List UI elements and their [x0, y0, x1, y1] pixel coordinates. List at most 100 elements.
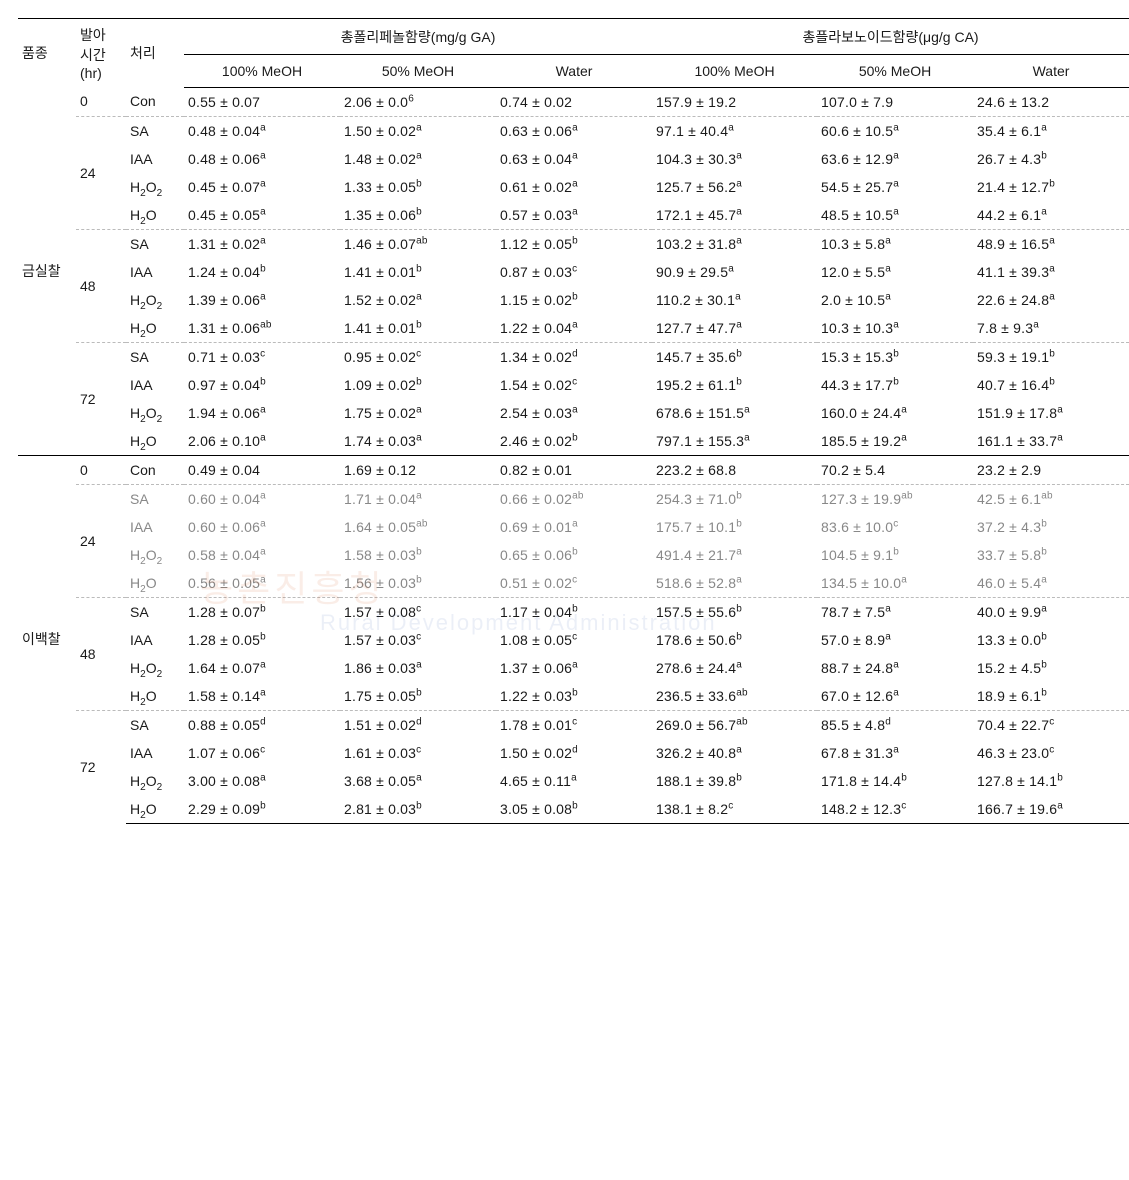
treatment-cell: H2O2: [126, 173, 184, 201]
value-cell: 157.5 ± 55.6b: [652, 597, 817, 626]
value-cell: 57.0 ± 8.9a: [817, 626, 973, 654]
value-cell: 1.39 ± 0.06a: [184, 286, 340, 314]
header-time: 발아 시간 (hr): [76, 19, 126, 88]
value-cell: 0.60 ± 0.04a: [184, 484, 340, 513]
value-cell: 269.0 ± 56.7ab: [652, 710, 817, 739]
treatment-cell: IAA: [126, 513, 184, 541]
value-cell: 85.5 ± 4.8d: [817, 710, 973, 739]
value-cell: 185.5 ± 19.2a: [817, 427, 973, 456]
value-cell: 0.63 ± 0.04a: [496, 145, 652, 173]
value-cell: 78.7 ± 7.5a: [817, 597, 973, 626]
table-row: 72SA0.71 ± 0.03c0.95 ± 0.02c1.34 ± 0.02d…: [18, 342, 1129, 371]
value-cell: 1.51 ± 0.02d: [340, 710, 496, 739]
value-cell: 0.74 ± 0.02: [496, 87, 652, 116]
value-cell: 40.7 ± 16.4b: [973, 371, 1129, 399]
table-header: 품종 발아 시간 (hr) 처리 총폴리페놀함량(mg/g GA) 총플라보노이…: [18, 19, 1129, 88]
header-flav-100meoh: 100% MeOH: [652, 55, 817, 87]
value-cell: 0.88 ± 0.05d: [184, 710, 340, 739]
treatment-cell: H2O2: [126, 541, 184, 569]
time-cell: 24: [76, 484, 126, 597]
value-cell: 60.6 ± 10.5a: [817, 116, 973, 145]
value-cell: 0.49 ± 0.04: [184, 455, 340, 484]
value-cell: 2.06 ± 0.06: [340, 87, 496, 116]
value-cell: 188.1 ± 39.8b: [652, 767, 817, 795]
time-cell: 48: [76, 597, 126, 710]
header-poly-100meoh: 100% MeOH: [184, 55, 340, 87]
value-cell: 1.78 ± 0.01c: [496, 710, 652, 739]
treatment-cell: H2O2: [126, 286, 184, 314]
value-cell: 1.61 ± 0.03c: [340, 739, 496, 767]
value-cell: 797.1 ± 155.3a: [652, 427, 817, 456]
treatment-cell: IAA: [126, 626, 184, 654]
value-cell: 127.7 ± 47.7a: [652, 314, 817, 343]
value-cell: 236.5 ± 33.6ab: [652, 682, 817, 711]
value-cell: 1.50 ± 0.02d: [496, 739, 652, 767]
value-cell: 1.17 ± 0.04b: [496, 597, 652, 626]
value-cell: 1.71 ± 0.04a: [340, 484, 496, 513]
table-row: H2O0.45 ± 0.05a1.35 ± 0.06b0.57 ± 0.03a1…: [18, 201, 1129, 230]
value-cell: 63.6 ± 12.9a: [817, 145, 973, 173]
treatment-cell: IAA: [126, 258, 184, 286]
value-cell: 67.0 ± 12.6a: [817, 682, 973, 711]
value-cell: 3.05 ± 0.08b: [496, 795, 652, 824]
value-cell: 44.3 ± 17.7b: [817, 371, 973, 399]
table-row: IAA1.07 ± 0.06c1.61 ± 0.03c1.50 ± 0.02d3…: [18, 739, 1129, 767]
value-cell: 0.95 ± 0.02c: [340, 342, 496, 371]
value-cell: 26.7 ± 4.3b: [973, 145, 1129, 173]
value-cell: 59.3 ± 19.1b: [973, 342, 1129, 371]
value-cell: 1.41 ± 0.01b: [340, 258, 496, 286]
table-row: H2O23.00 ± 0.08a3.68 ± 0.05a4.65 ± 0.11a…: [18, 767, 1129, 795]
value-cell: 10.3 ± 5.8a: [817, 229, 973, 258]
value-cell: 1.28 ± 0.05b: [184, 626, 340, 654]
value-cell: 0.48 ± 0.06a: [184, 145, 340, 173]
treatment-cell: H2O: [126, 682, 184, 711]
value-cell: 223.2 ± 68.8: [652, 455, 817, 484]
value-cell: 83.6 ± 10.0c: [817, 513, 973, 541]
value-cell: 67.8 ± 31.3a: [817, 739, 973, 767]
value-cell: 107.0 ± 7.9: [817, 87, 973, 116]
value-cell: 127.3 ± 19.9ab: [817, 484, 973, 513]
time-cell: 0: [76, 87, 126, 116]
value-cell: 0.61 ± 0.02a: [496, 173, 652, 201]
value-cell: 1.22 ± 0.04a: [496, 314, 652, 343]
value-cell: 1.24 ± 0.04b: [184, 258, 340, 286]
header-polyphenol-group: 총폴리페놀함량(mg/g GA): [184, 19, 652, 55]
value-cell: 166.7 ± 19.6a: [973, 795, 1129, 824]
value-cell: 326.2 ± 40.8a: [652, 739, 817, 767]
value-cell: 46.3 ± 23.0c: [973, 739, 1129, 767]
value-cell: 138.1 ± 8.2c: [652, 795, 817, 824]
value-cell: 24.6 ± 13.2: [973, 87, 1129, 116]
table-row: IAA0.97 ± 0.04b1.09 ± 0.02b1.54 ± 0.02c1…: [18, 371, 1129, 399]
table-row: IAA0.60 ± 0.06a1.64 ± 0.05ab0.69 ± 0.01a…: [18, 513, 1129, 541]
value-cell: 70.2 ± 5.4: [817, 455, 973, 484]
header-flav-water: Water: [973, 55, 1129, 87]
table-row: 48SA1.28 ± 0.07b1.57 ± 0.08c1.17 ± 0.04b…: [18, 597, 1129, 626]
value-cell: 48.9 ± 16.5a: [973, 229, 1129, 258]
value-cell: 1.74 ± 0.03a: [340, 427, 496, 456]
value-cell: 21.4 ± 12.7b: [973, 173, 1129, 201]
table-row: H2O2.29 ± 0.09b2.81 ± 0.03b3.05 ± 0.08b1…: [18, 795, 1129, 824]
value-cell: 54.5 ± 25.7a: [817, 173, 973, 201]
value-cell: 22.6 ± 24.8a: [973, 286, 1129, 314]
value-cell: 37.2 ± 4.3b: [973, 513, 1129, 541]
header-variety: 품종: [18, 19, 76, 88]
value-cell: 1.31 ± 0.02a: [184, 229, 340, 258]
value-cell: 0.45 ± 0.07a: [184, 173, 340, 201]
treatment-cell: SA: [126, 597, 184, 626]
header-flav-50meoh: 50% MeOH: [817, 55, 973, 87]
value-cell: 1.86 ± 0.03a: [340, 654, 496, 682]
value-cell: 2.54 ± 0.03a: [496, 399, 652, 427]
header-treatment: 처리: [126, 19, 184, 88]
value-cell: 1.08 ± 0.05c: [496, 626, 652, 654]
variety-cell: 금실찰: [18, 87, 76, 455]
table-row: H2O20.45 ± 0.07a1.33 ± 0.05b0.61 ± 0.02a…: [18, 173, 1129, 201]
value-cell: 195.2 ± 61.1b: [652, 371, 817, 399]
value-cell: 90.9 ± 29.5a: [652, 258, 817, 286]
variety-cell: 이백찰: [18, 455, 76, 823]
value-cell: 171.8 ± 14.4b: [817, 767, 973, 795]
treatment-cell: H2O2: [126, 767, 184, 795]
time-cell: 24: [76, 116, 126, 229]
value-cell: 518.6 ± 52.8a: [652, 569, 817, 598]
value-cell: 0.97 ± 0.04b: [184, 371, 340, 399]
value-cell: 7.8 ± 9.3a: [973, 314, 1129, 343]
